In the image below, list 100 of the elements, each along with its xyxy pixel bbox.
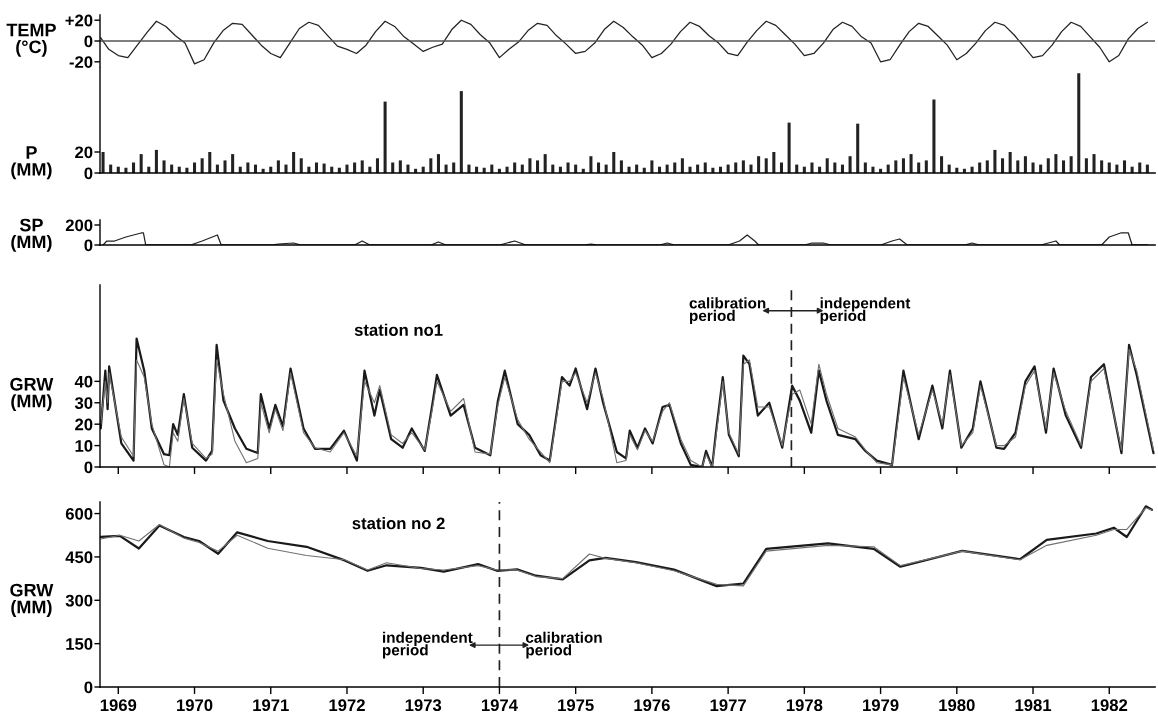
bar bbox=[856, 123, 860, 173]
bar bbox=[764, 158, 768, 173]
bar bbox=[993, 149, 997, 173]
bar bbox=[292, 152, 296, 173]
y-tick-label: 300 bbox=[65, 594, 93, 607]
bar bbox=[627, 166, 631, 173]
bar bbox=[299, 158, 303, 173]
bar bbox=[543, 154, 547, 173]
bar bbox=[901, 158, 905, 173]
y-tick-label: 20 bbox=[75, 418, 93, 431]
y-tick-label: 450 bbox=[65, 551, 93, 564]
y-tick-label: -20 bbox=[69, 56, 93, 68]
bar bbox=[848, 156, 852, 173]
bar bbox=[909, 154, 913, 173]
y-axis-title: P (MM) bbox=[11, 146, 52, 180]
bar bbox=[1023, 156, 1027, 173]
y-tick-label: 20 bbox=[75, 146, 93, 159]
bar bbox=[749, 164, 753, 173]
bar bbox=[894, 160, 898, 173]
annotation: independent period bbox=[382, 631, 473, 659]
y-tick-label: 30 bbox=[74, 397, 93, 409]
bar bbox=[1054, 154, 1058, 173]
bar bbox=[1084, 158, 1088, 173]
bar bbox=[459, 91, 463, 173]
bar bbox=[589, 156, 593, 173]
y-tick-label: 150 bbox=[66, 638, 93, 650]
bar bbox=[375, 158, 379, 173]
x-tick-label: 1971 bbox=[253, 699, 289, 712]
text: station no1 bbox=[354, 323, 443, 336]
bar bbox=[1100, 160, 1104, 173]
x-tick-label: 1974 bbox=[481, 699, 518, 712]
bar bbox=[932, 99, 936, 173]
bar bbox=[429, 158, 433, 173]
bar bbox=[741, 160, 745, 173]
bar bbox=[101, 152, 105, 173]
bar bbox=[536, 160, 540, 173]
bar bbox=[650, 160, 654, 173]
x-tick-label: 1977 bbox=[710, 699, 746, 712]
bar bbox=[757, 156, 761, 173]
bar bbox=[940, 156, 944, 173]
y-axis-title: GRW (MM) bbox=[10, 377, 54, 412]
y-tick-label: 0 bbox=[84, 35, 93, 48]
bar bbox=[688, 166, 692, 173]
y-axis-title: GRW (MM) bbox=[10, 583, 54, 617]
y-tick-label: 0 bbox=[84, 461, 93, 474]
x-tick-label: 1976 bbox=[634, 699, 670, 712]
bar bbox=[1046, 158, 1050, 173]
bar bbox=[200, 158, 204, 173]
y-tick-label: 40 bbox=[74, 375, 93, 388]
x-tick-label: 1969 bbox=[100, 699, 137, 712]
bar bbox=[284, 164, 288, 173]
bar bbox=[787, 122, 791, 173]
bar bbox=[1122, 160, 1127, 173]
y-tick-label: 200 bbox=[65, 219, 93, 232]
x-tick-label: 1978 bbox=[786, 699, 823, 712]
x-tick-label: 1981 bbox=[1015, 699, 1052, 712]
x-tick-label: 1970 bbox=[177, 699, 213, 712]
bar bbox=[1062, 160, 1066, 173]
bar bbox=[1008, 152, 1012, 173]
bar bbox=[345, 164, 349, 173]
bar bbox=[825, 158, 829, 173]
y-axis-title: TEMP (°C) bbox=[6, 23, 56, 57]
bar bbox=[1092, 154, 1096, 173]
bar bbox=[612, 152, 616, 173]
bar bbox=[360, 160, 364, 173]
bar bbox=[1077, 73, 1081, 173]
annotation: calibration period bbox=[689, 297, 766, 325]
bar bbox=[383, 101, 387, 173]
x-tick-label: 1972 bbox=[329, 699, 365, 712]
y-tick-label: 0 bbox=[84, 681, 93, 694]
annotation: independent period bbox=[820, 297, 911, 325]
y-tick-label: 600 bbox=[65, 507, 93, 520]
bar bbox=[528, 158, 532, 173]
y-tick-label: 0 bbox=[84, 167, 93, 180]
bar bbox=[1016, 160, 1020, 173]
bar bbox=[1069, 156, 1073, 173]
bar bbox=[985, 160, 989, 173]
bar bbox=[772, 152, 776, 173]
x-tick-label: 1979 bbox=[863, 699, 899, 712]
y-tick-label: 0 bbox=[84, 239, 93, 252]
y-axis-title: SP (MM) bbox=[11, 218, 52, 252]
line-series bbox=[100, 19, 1149, 65]
bar bbox=[924, 160, 928, 173]
annotation: calibration period bbox=[525, 631, 602, 659]
x-tick-label: 1975 bbox=[558, 699, 594, 712]
x-tick-label: 1982 bbox=[1091, 699, 1128, 712]
bar bbox=[680, 158, 684, 173]
bar bbox=[1001, 158, 1005, 173]
x-tick-label: 1980 bbox=[939, 699, 975, 712]
bar bbox=[436, 154, 440, 173]
y-tick-label: 10 bbox=[75, 439, 93, 452]
x-tick-label: 1973 bbox=[405, 699, 442, 712]
bar bbox=[154, 149, 158, 173]
bar bbox=[398, 160, 402, 173]
bar bbox=[231, 154, 235, 173]
bar bbox=[208, 152, 212, 173]
bar bbox=[276, 160, 280, 173]
text: station no 2 bbox=[352, 516, 445, 530]
y-tick-label: +20 bbox=[65, 14, 93, 27]
bar bbox=[223, 160, 227, 173]
